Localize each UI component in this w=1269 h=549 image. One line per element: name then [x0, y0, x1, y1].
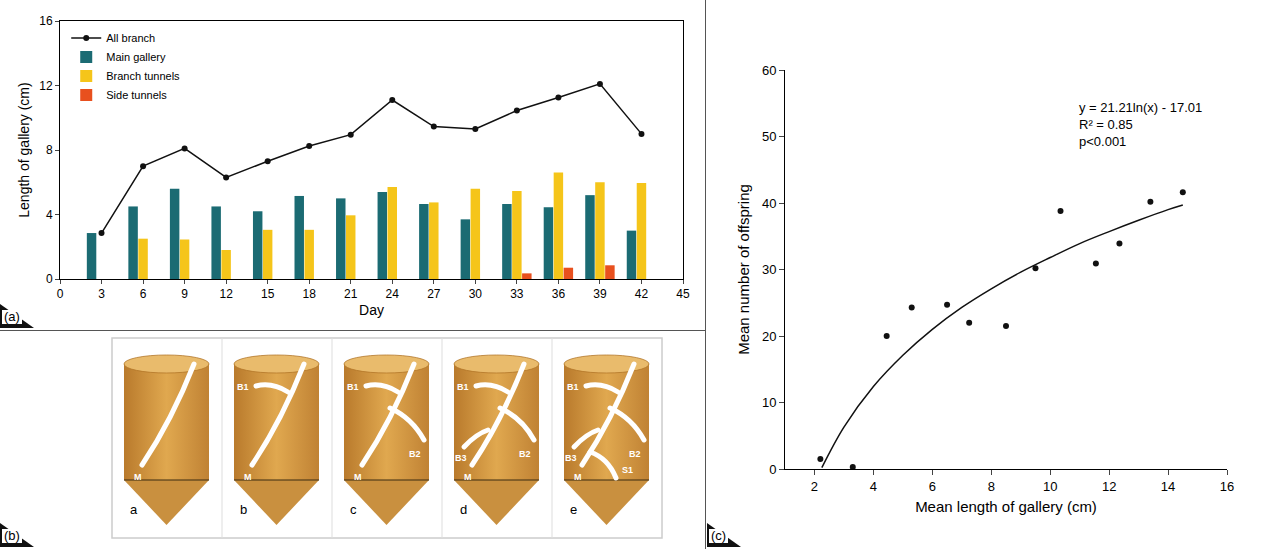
svg-text:4: 4 — [46, 208, 53, 222]
svg-text:10: 10 — [762, 395, 776, 410]
svg-text:Branch tunnels: Branch tunnels — [106, 70, 180, 82]
svg-text:M: M — [574, 472, 582, 482]
svg-text:36: 36 — [552, 287, 566, 301]
svg-text:30: 30 — [762, 262, 776, 277]
svg-text:B2: B2 — [519, 449, 531, 459]
svg-text:B3: B3 — [565, 453, 577, 463]
svg-text:B2: B2 — [629, 449, 641, 459]
svg-text:B1: B1 — [347, 382, 359, 392]
html-text:(c): (c) — [711, 528, 727, 543]
svg-text:10: 10 — [1043, 479, 1057, 494]
svg-text:50: 50 — [762, 129, 776, 144]
svg-text:33: 33 — [510, 287, 524, 301]
svg-text:a: a — [130, 502, 138, 517]
svg-text:27: 27 — [427, 287, 441, 301]
svg-text:B1: B1 — [457, 382, 469, 392]
svg-text:S1: S1 — [622, 465, 633, 475]
svg-text:B2: B2 — [409, 449, 421, 459]
svg-text:0: 0 — [46, 272, 53, 286]
svg-text:12: 12 — [39, 79, 53, 93]
svg-text:All branch: All branch — [106, 32, 155, 44]
svg-text:8: 8 — [46, 143, 53, 157]
svg-text:d: d — [460, 502, 467, 517]
svg-text:M: M — [354, 472, 362, 482]
svg-text:Mean length of gallery (cm): Mean length of gallery (cm) — [915, 498, 1097, 515]
svg-text:e: e — [570, 502, 577, 517]
svg-text:21: 21 — [344, 287, 358, 301]
svg-text:0: 0 — [57, 287, 64, 301]
svg-text:Side tunnels: Side tunnels — [106, 89, 167, 101]
svg-text:24: 24 — [386, 287, 400, 301]
html-text:(a): (a) — [4, 309, 20, 324]
svg-text:8: 8 — [988, 479, 995, 494]
svg-text:c: c — [350, 502, 357, 517]
svg-text:12: 12 — [1102, 479, 1116, 494]
svg-text:45: 45 — [676, 287, 690, 301]
svg-text:18: 18 — [303, 287, 317, 301]
svg-text:B3: B3 — [455, 453, 467, 463]
svg-text:16: 16 — [1220, 479, 1234, 494]
svg-text:40: 40 — [762, 196, 776, 211]
svg-text:12: 12 — [219, 287, 233, 301]
svg-text:M: M — [244, 472, 252, 482]
svg-text:b: b — [240, 502, 247, 517]
svg-text:M: M — [464, 472, 472, 482]
svg-text:2: 2 — [811, 479, 818, 494]
svg-text:16: 16 — [39, 14, 53, 28]
svg-text:B1: B1 — [237, 382, 249, 392]
svg-text:Day: Day — [359, 302, 384, 318]
svg-text:39: 39 — [593, 287, 607, 301]
svg-text:6: 6 — [929, 479, 936, 494]
svg-text:Main gallery: Main gallery — [106, 51, 166, 63]
svg-text:6: 6 — [140, 287, 147, 301]
svg-text:20: 20 — [762, 329, 776, 344]
svg-text:30: 30 — [469, 287, 483, 301]
svg-text:15: 15 — [261, 287, 275, 301]
svg-text:Length of gallery (cm): Length of gallery (cm) — [16, 82, 32, 217]
svg-text:3: 3 — [98, 287, 105, 301]
svg-text:B1: B1 — [567, 382, 579, 392]
svg-text:4: 4 — [870, 479, 877, 494]
svg-text:M: M — [134, 472, 142, 482]
svg-text:0: 0 — [769, 462, 776, 477]
svg-text:y = 21.21ln(x) - 17.01R² = 0.8: y = 21.21ln(x) - 17.01R² = 0.85p<0.001 — [1079, 100, 1202, 149]
svg-text:60: 60 — [762, 63, 776, 78]
svg-text:42: 42 — [635, 287, 649, 301]
svg-text:Mean number of offspring: Mean number of offspring — [735, 184, 752, 355]
svg-text:14: 14 — [1161, 479, 1175, 494]
svg-text:9: 9 — [181, 287, 188, 301]
html-text:(b): (b) — [4, 528, 20, 543]
